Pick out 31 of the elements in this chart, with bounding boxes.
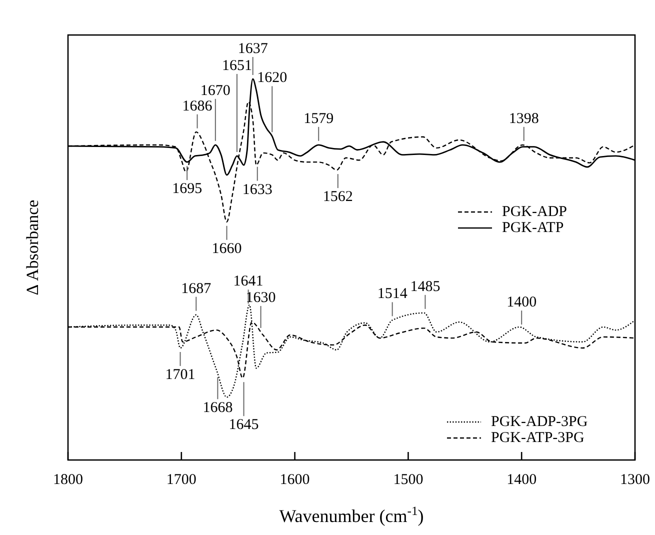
annotation: 1687 [181,280,212,297]
annotation: 1645 [228,417,259,434]
legend-label: PGK-ATP [502,220,564,236]
annotation: 1651 [222,58,252,74]
annotation: 1637 [238,41,268,57]
x-tick-label: 1600 [280,472,310,488]
annotation: 1701 [165,366,196,383]
annotation: 1620 [257,70,288,86]
annotation: 1686 [182,98,213,114]
annotation: 1579 [304,110,334,127]
annotation: 1398 [508,110,539,127]
x-tick-label: 1500 [393,472,424,488]
annotation: 1514 [377,286,408,302]
annotation: 1562 [322,189,353,206]
annotation: 1633 [242,182,272,198]
annotation: 1400 [506,294,537,311]
annotation: 1641 [233,274,264,290]
annotation: 1670 [200,82,230,99]
x-tick-label: 1700 [166,472,196,488]
annotation: 1485 [410,278,440,295]
annotation: 1695 [172,181,202,198]
legend-label: PGK-ADP-3PG [491,414,588,430]
x-tick-label: 1400 [506,472,537,488]
legend-label: PGK-ATP-3PG [491,430,585,446]
x-tick-label: 1300 [620,472,650,488]
x-tick-label: 1800 [53,472,83,488]
annotation: 1668 [202,400,233,416]
legend-label: PGK-ADP [502,204,568,220]
annotation: 1660 [212,240,242,257]
x-axis-title: Wavenumber (cm$^{-1}$) [279,504,424,526]
y-axis-title: Δ Absorbance [23,200,42,296]
